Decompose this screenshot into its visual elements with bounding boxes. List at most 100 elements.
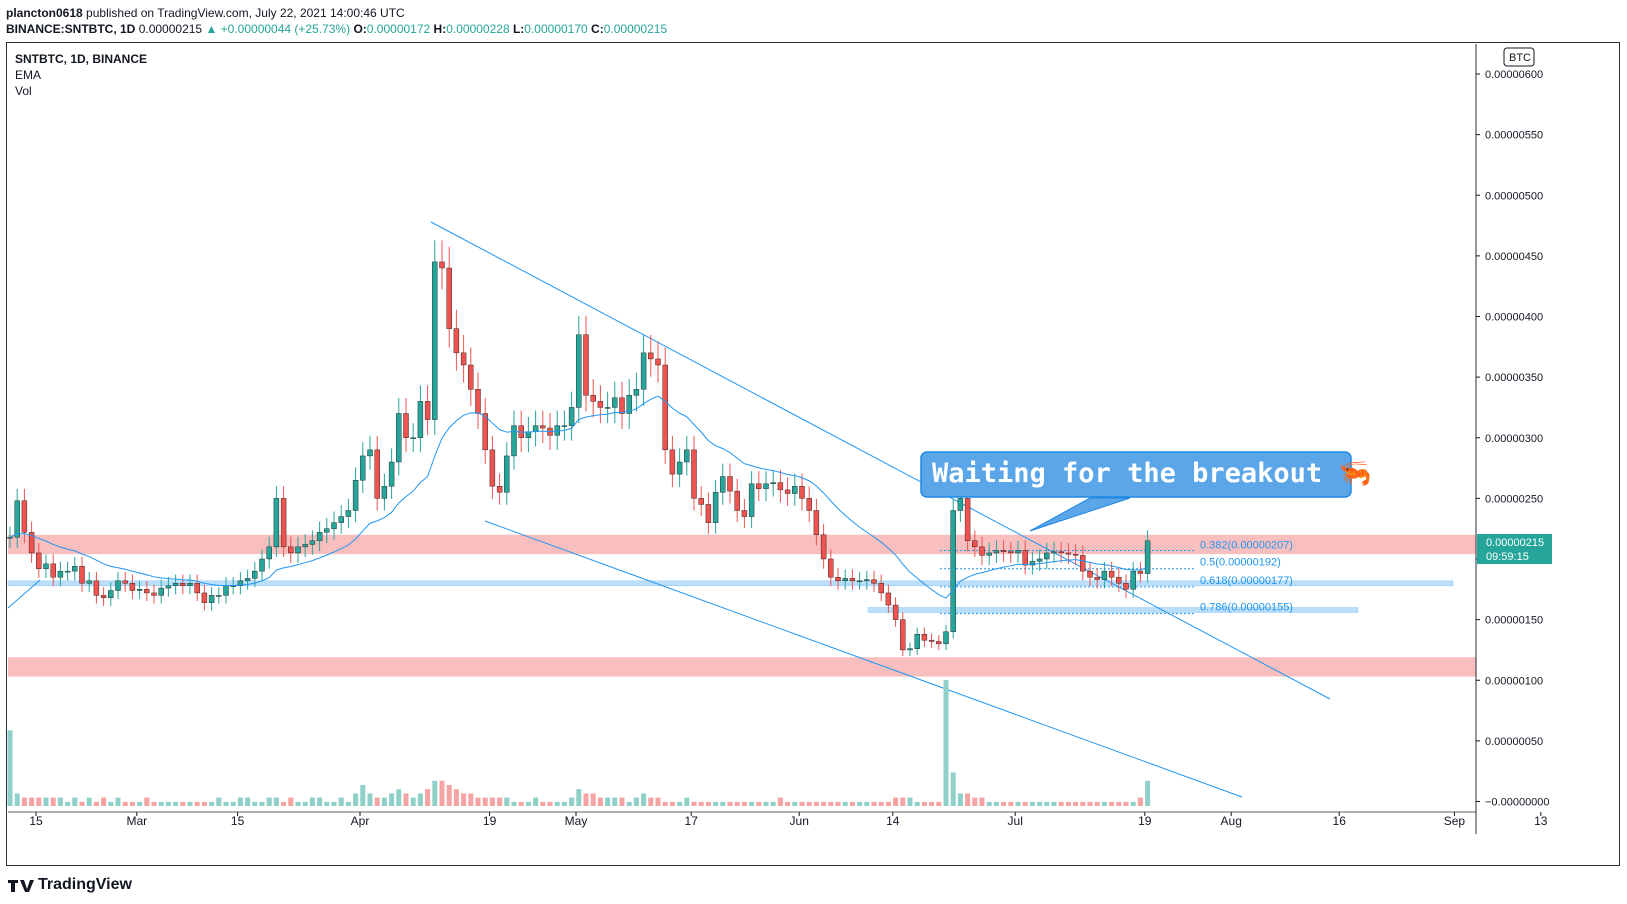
volume-bar <box>482 797 488 806</box>
candle-body <box>885 592 892 606</box>
candle-body <box>856 580 863 583</box>
candle-body <box>50 563 56 578</box>
high-value: 0.00000228 <box>446 22 510 36</box>
candle-body <box>1116 576 1122 584</box>
chart-frame[interactable] <box>6 42 1620 866</box>
volume-bar <box>734 801 740 806</box>
volume-bar <box>849 801 855 806</box>
support-line-upper <box>7 580 1454 587</box>
candle-body <box>1080 555 1086 572</box>
candle-body <box>1015 550 1021 554</box>
volume-bar <box>828 801 834 806</box>
volume-bar <box>669 801 675 806</box>
volume-bar <box>914 801 920 806</box>
volume-bar <box>288 797 294 806</box>
volume-bar <box>410 797 416 806</box>
candle-body <box>806 498 812 511</box>
volume-bar <box>237 797 243 806</box>
candle-body <box>540 425 546 429</box>
resistance-zone <box>8 534 1476 555</box>
candle-body <box>237 580 244 586</box>
volume-bar <box>677 801 683 806</box>
footer-brand-text: TradingView <box>38 876 132 893</box>
candle-body <box>1044 552 1050 560</box>
legend-ema[interactable]: EMA <box>15 68 42 82</box>
open-value: 0.00000172 <box>366 22 431 36</box>
volume-bar <box>921 801 927 806</box>
volume-bar <box>641 793 647 806</box>
candle-body <box>43 563 49 569</box>
volume-bar <box>684 797 690 806</box>
volume-bar <box>223 801 229 806</box>
candle-body <box>864 579 870 582</box>
candle-body <box>208 595 215 603</box>
candle-body <box>720 476 726 493</box>
volume-bar <box>21 797 27 806</box>
candle-body <box>64 570 71 573</box>
candle-body <box>136 589 143 591</box>
last-price-box <box>1477 534 1552 564</box>
countdown-label: 09:59:15 <box>1486 551 1529 563</box>
volume-bar <box>525 801 531 806</box>
volume-bar <box>792 801 798 806</box>
volume-bar <box>158 801 164 806</box>
candle-body <box>14 500 20 538</box>
volume-bar <box>727 801 733 806</box>
volume-bar <box>259 801 265 806</box>
volume-bar <box>504 797 510 806</box>
candle-body <box>511 425 517 457</box>
volume-bar <box>835 801 841 806</box>
candle-body <box>72 566 78 572</box>
close-value: 0.00000215 <box>603 22 668 36</box>
candle-body <box>460 352 467 366</box>
candle-body <box>1144 540 1151 574</box>
candle-body <box>835 576 841 582</box>
candle-body <box>640 352 647 390</box>
candle-body <box>158 587 164 596</box>
candle-body <box>626 395 632 414</box>
candle-body <box>122 580 128 584</box>
volume-bar <box>547 801 553 806</box>
y-tick-label: 0.00000250 <box>1485 493 1543 505</box>
volume-bar <box>187 801 193 806</box>
candle-body <box>604 407 611 409</box>
volume-bar <box>612 797 618 806</box>
candle-body <box>784 489 791 494</box>
candle-body <box>691 449 697 499</box>
candle-body <box>842 578 848 582</box>
volume-bar <box>878 801 884 806</box>
volume-bar <box>626 801 632 806</box>
candle-body <box>734 490 740 511</box>
callout-text[interactable]: Waiting for the breakout 🦐 <box>932 458 1372 489</box>
volume-bar <box>489 797 495 806</box>
volume-bar <box>309 797 315 806</box>
volume-bar <box>396 789 402 806</box>
candle-body <box>1101 570 1108 580</box>
volume-bar <box>353 793 359 806</box>
volume-bar <box>655 797 661 806</box>
volume-bar <box>324 801 330 806</box>
author-name[interactable]: plancton0618 <box>6 6 83 20</box>
volume-bar <box>209 801 215 806</box>
fib-label-0.786: 0.786(0.00000155) <box>1200 602 1293 614</box>
footer-brand[interactable]: TradingView <box>8 876 132 894</box>
candle-body <box>309 540 316 545</box>
volume-bar <box>813 801 819 806</box>
open-label: O: <box>353 22 367 36</box>
currency-badge <box>1503 47 1535 67</box>
candle-body <box>928 640 935 642</box>
candle-body <box>1029 561 1036 566</box>
candle-body <box>7 536 13 539</box>
candle-body <box>453 328 460 354</box>
candle-body <box>79 566 85 584</box>
y-tick-label: 0.00000450 <box>1485 251 1543 263</box>
volume-bar <box>497 797 503 806</box>
fib-label-0.5: 0.5(0.00000192) <box>1200 557 1281 569</box>
candle-body <box>273 498 280 548</box>
legend-vol[interactable]: Vol <box>15 84 32 98</box>
candle-body <box>568 407 575 426</box>
candle-body <box>93 580 100 596</box>
candle-body <box>129 583 136 591</box>
candle-body <box>921 633 928 641</box>
